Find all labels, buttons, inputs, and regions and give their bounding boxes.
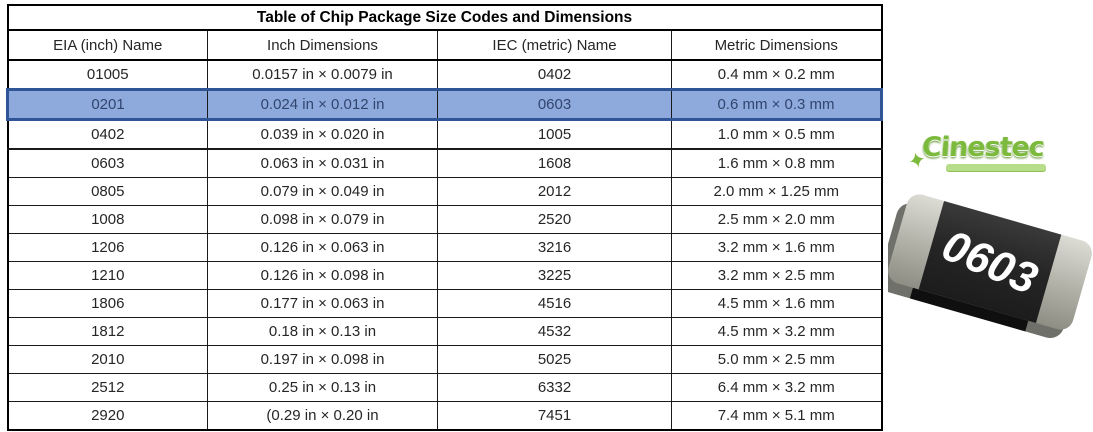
table-row: 1206 0.126 in × 0.063 in 3216 3.2 mm × 1.6 … (7, 233, 882, 262)
chip-body (918, 200, 1062, 324)
table-cell-inch: 0.063 in × 0.031 in (207, 148, 438, 178)
table-cell-inch: 0.126 in × 0.063 in (207, 233, 438, 262)
table-cell-iec: 3225 (437, 261, 672, 290)
table-row: 1008 0.098 in × 0.079 in 2520 2.5 mm × 2.0 … (7, 205, 882, 234)
table-cell-eia: 01005 (7, 59, 208, 90)
table-cell-metric: 1.0 mm × 0.5 mm (671, 119, 882, 150)
table-cell-eia: 2010 (7, 345, 208, 374)
table-cell-eia: 1806 (7, 289, 208, 318)
table-cell-iec: 0402 (437, 59, 672, 90)
table-row: 2920 (0.29 in × 0.20 in 7451 7.4 mm × 5.1 m… (7, 401, 882, 431)
table-row: 0603 0.063 in × 0.031 in 1608 1.6 mm × 0.8 … (7, 148, 882, 178)
table-cell-iec: 0603 (437, 88, 672, 121)
table-cell-inch: 0.18 in × 0.13 in (207, 317, 438, 346)
table-row: 1812 0.18 in × 0.13 in 4532 4.5 mm × 3.2 mm (7, 317, 882, 346)
table-cell-iec: 4532 (437, 317, 672, 346)
table-cell-inch: 0.197 in × 0.098 in (207, 345, 438, 374)
table-cell-metric: 0.6 mm × 0.3 mm (671, 88, 883, 121)
table-cell-iec: 6332 (437, 373, 672, 402)
table-cell-eia: 1206 (7, 233, 208, 262)
table-cell-iec: 4516 (437, 289, 672, 318)
chip-package-size-table: Table of Chip Package Size Codes and Dim… (6, 4, 883, 431)
column-header-inch-dims: Inch Dimensions (207, 29, 438, 61)
table-cell-metric: 2.5 mm × 2.0 mm (671, 205, 882, 234)
table-cell-eia: 1812 (7, 317, 208, 346)
table-cell-inch: 0.25 in × 0.13 in (207, 373, 438, 402)
table-row: 2512 0.25 in × 0.13 in 6332 6.4 mm × 3.2 mm (7, 373, 882, 402)
table-cell-iec: 1608 (437, 148, 672, 178)
table-cell-iec: 2012 (437, 177, 672, 206)
table-cell-metric: 1.6 mm × 0.8 mm (671, 148, 882, 178)
chip-resistor-image: 0603 (878, 190, 1093, 348)
chip-resistor-svg: 0603 (878, 194, 1092, 339)
table-cell-eia: 0603 (7, 148, 208, 178)
table-title: Table of Chip Package Size Codes and Dim… (7, 4, 882, 31)
table-cell-iec: 1005 (437, 119, 672, 150)
table-cell-metric: 0.4 mm × 0.2 mm (671, 59, 882, 90)
table-cell-eia: 2920 (7, 401, 208, 431)
table-cell-eia: 2512 (7, 373, 208, 402)
table-row: 0402 0.039 in × 0.020 in 1005 1.0 mm × 0.5 … (7, 119, 882, 150)
table-cell-metric: 7.4 mm × 5.1 mm (671, 401, 882, 431)
table-cell-eia: 0805 (7, 177, 208, 206)
column-header-eia-name: EIA (inch) Name (7, 29, 208, 61)
table-cell-metric: 2.0 mm × 1.25 mm (671, 177, 882, 206)
table-cell-metric: 4.5 mm × 1.6 mm (671, 289, 882, 318)
table-cell-metric: 4.5 mm × 3.2 mm (671, 317, 882, 346)
table-cell-inch: 0.079 in × 0.049 in (207, 177, 438, 206)
table-cell-inch: 0.098 in × 0.079 in (207, 205, 438, 234)
table-cell-metric: 3.2 mm × 1.6 mm (671, 233, 882, 262)
table-header-row: EIA (inch) Name Inch Dimensions IEC (met… (7, 29, 882, 61)
table-cell-eia: 0402 (7, 119, 208, 150)
table-cell-iec: 7451 (437, 401, 672, 431)
table-cell-iec: 2520 (437, 205, 672, 234)
table-cell-eia: 1008 (7, 205, 208, 234)
table-cell-inch: 0.126 in × 0.098 in (207, 261, 438, 290)
cinestec-logo: ✦ Cinestec (905, 124, 1068, 180)
column-header-iec-name: IEC (metric) Name (437, 29, 672, 61)
table-title-row: Table of Chip Package Size Codes and Dim… (7, 4, 882, 31)
table-row: 2010 0.197 in × 0.098 in 5025 5.0 mm × 2.5 … (7, 345, 882, 374)
table-row: 1210 0.126 in × 0.098 in 3225 3.2 mm × 2.5 … (7, 261, 882, 290)
table-cell-metric: 5.0 mm × 2.5 mm (671, 345, 882, 374)
table-cell-inch: 0.039 in × 0.020 in (207, 119, 438, 150)
logo-text: Cinestec (920, 132, 1045, 163)
table-cell-iec: 3216 (437, 233, 672, 262)
table-cell-iec: 5025 (437, 345, 672, 374)
table-body: 01005 0.0157 in × 0.0079 in 0402 0.4 mm × 0… (6, 59, 883, 431)
table-cell-inch: 0.0157 in × 0.0079 in (207, 59, 438, 90)
table-cell-inch: 0.024 in × 0.012 in (207, 88, 438, 121)
table-cell-eia: 1210 (7, 261, 208, 290)
table-cell-metric: 6.4 mm × 3.2 mm (671, 373, 882, 402)
column-header-metric-dims: Metric Dimensions (671, 29, 882, 61)
table-row: 0805 0.079 in × 0.049 in 2012 2.0 mm × 1.25… (7, 177, 882, 206)
table-cell-metric: 3.2 mm × 2.5 mm (671, 261, 882, 290)
table-row-highlighted: 0201 0.024 in × 0.012 in 0603 0.6 mm × 0.3 … (6, 88, 883, 121)
table-cell-inch: (0.29 in × 0.20 in (207, 401, 438, 431)
table-cell-eia: 0201 (6, 88, 208, 121)
table-row: 01005 0.0157 in × 0.0079 in 0402 0.4 mm × 0… (7, 59, 882, 90)
table-row: 1806 0.177 in × 0.063 in 4516 4.5 mm × 1.6 … (7, 289, 882, 318)
table-cell-inch: 0.177 in × 0.063 in (207, 289, 438, 318)
logo-underline-bar (946, 164, 1046, 171)
